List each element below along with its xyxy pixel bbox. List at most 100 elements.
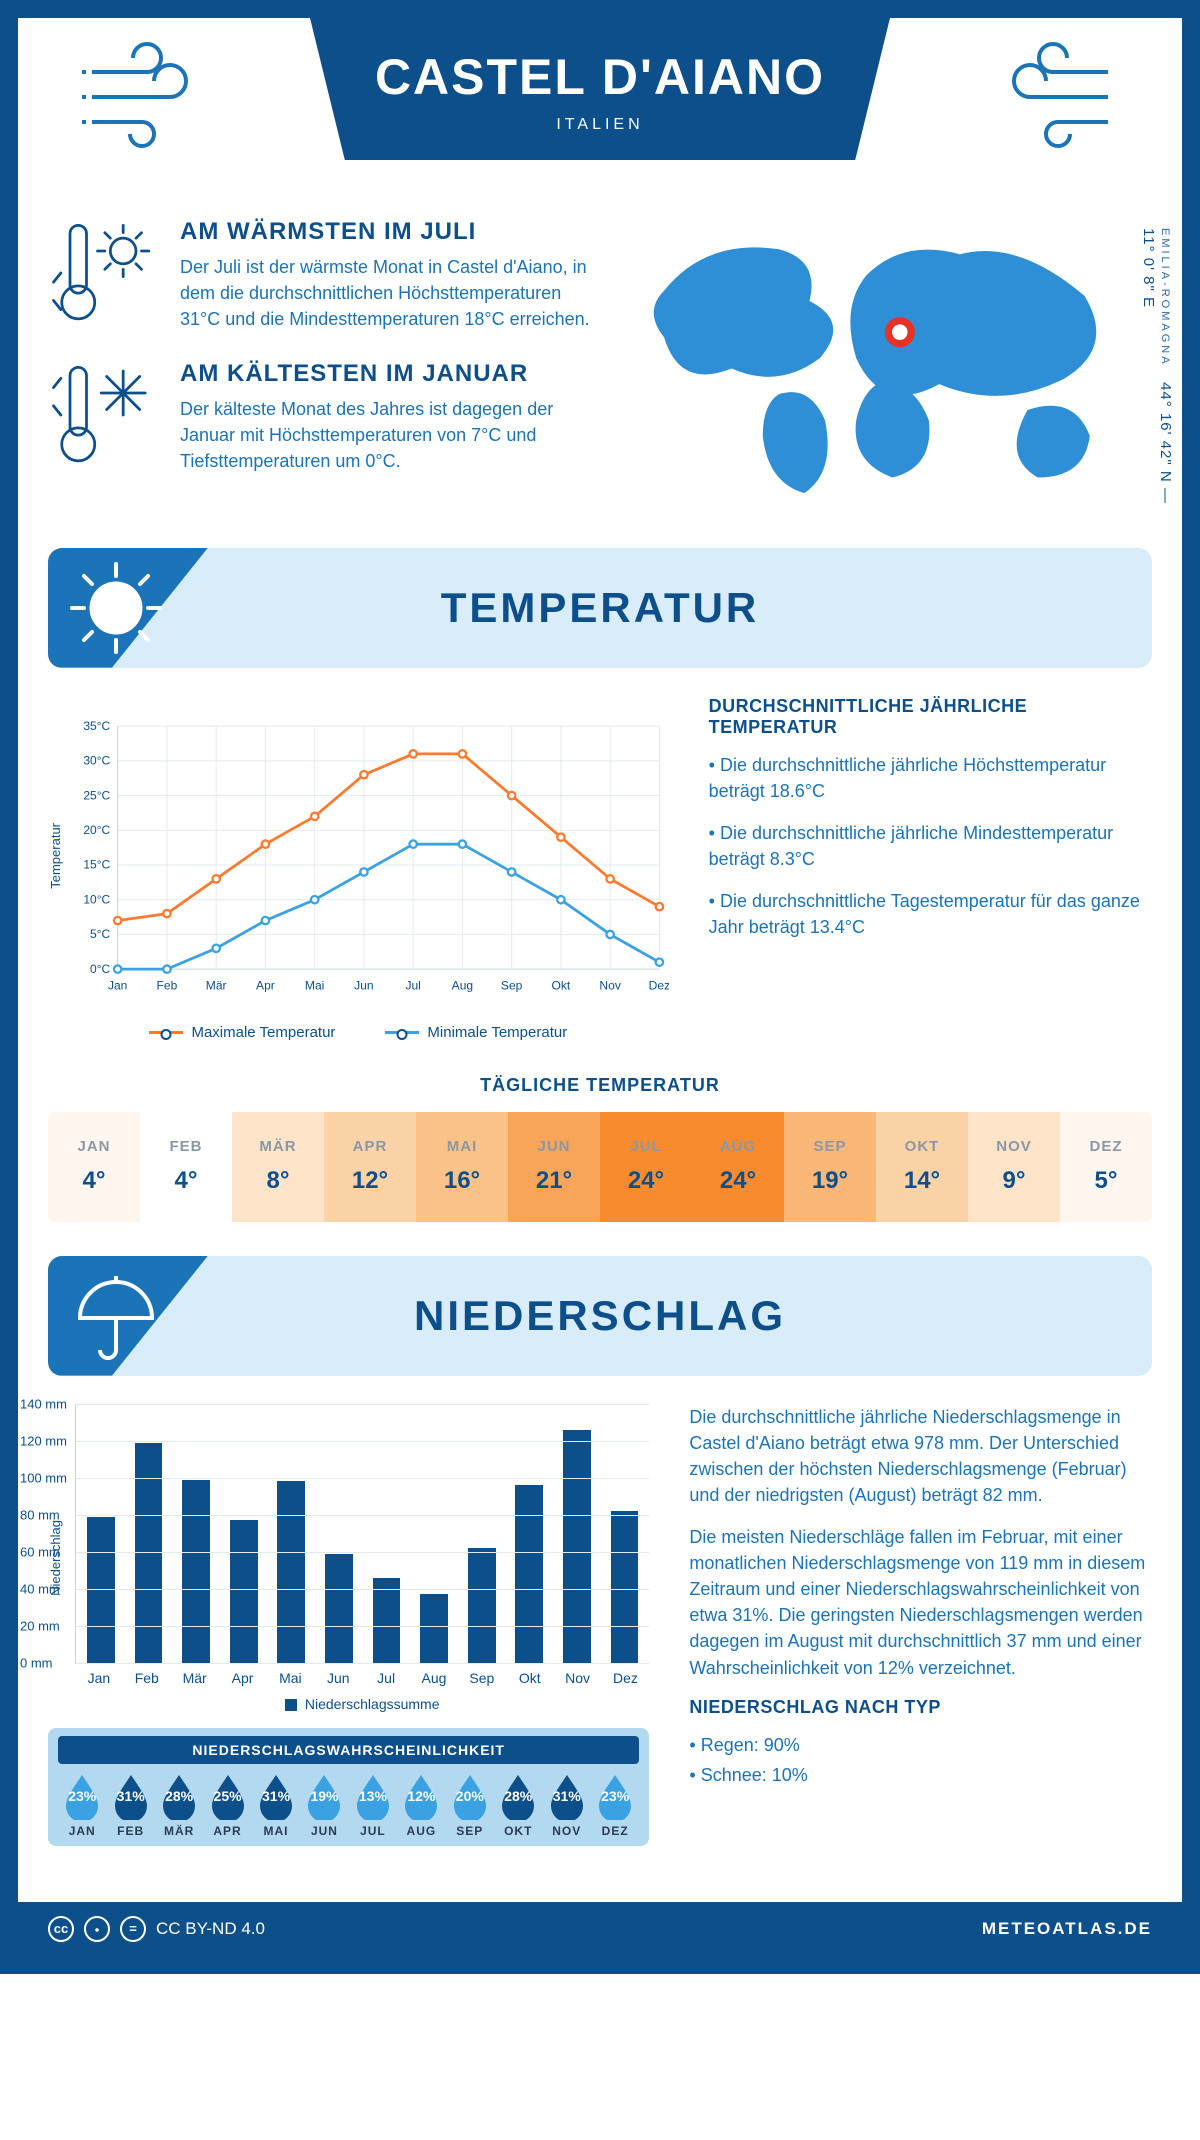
sun-icon: [66, 558, 166, 658]
cc-icon: cc: [48, 1916, 74, 1942]
prob-drop: 19%JUN: [300, 1772, 348, 1838]
fact-warm-text: Der Juli ist der wärmste Monat in Castel…: [180, 254, 593, 332]
thermometer-snow-icon: [48, 360, 158, 470]
daily-cell: NOV9°: [968, 1112, 1060, 1222]
coordinates: EMILIA-ROMAGNA 44° 16' 42" N — 11° 0' 8"…: [1140, 228, 1174, 514]
precip-xaxis: JanFebMärAprMaiJunJulAugSepOktNovDez: [75, 1670, 649, 1686]
probability-bar: NIEDERSCHLAGSWAHRSCHEINLICHKEIT 23%JAN31…: [48, 1728, 649, 1846]
fact-cold-title: AM KÄLTESTEN IM JANUAR: [180, 360, 593, 388]
daily-cell: JUN21°: [508, 1112, 600, 1222]
temp-legend: Maximale Temperatur Minimale Temperatur: [48, 1024, 669, 1041]
svg-text:5°C: 5°C: [90, 927, 111, 941]
precip-bar: [325, 1554, 353, 1663]
intro: AM WÄRMSTEN IM JULI Der Juli ist der wär…: [48, 208, 1152, 514]
precip-bar: [563, 1430, 591, 1663]
svg-text:0°C: 0°C: [90, 962, 111, 976]
svg-text:Feb: Feb: [157, 978, 178, 992]
precip-type: • Regen: 90%: [689, 1732, 1152, 1758]
precip-bar: [277, 1481, 305, 1662]
prob-drop: 13%JUL: [349, 1772, 397, 1838]
probability-title: NIEDERSCHLAGSWAHRSCHEINLICHKEIT: [58, 1736, 639, 1764]
prob-drop: 28%MÄR: [155, 1772, 203, 1838]
daily-cell: AUG24°: [692, 1112, 784, 1222]
daily-cell: DEZ5°: [1060, 1112, 1152, 1222]
header: CASTEL D'AIANO ITALIEN: [48, 18, 1152, 208]
prob-drop: 31%NOV: [542, 1772, 590, 1838]
daily-cell: JAN4°: [48, 1112, 140, 1222]
svg-text:Nov: Nov: [599, 978, 620, 992]
daily-cell: APR12°: [324, 1112, 416, 1222]
section-precipitation: NIEDERSCHLAG: [48, 1256, 1152, 1376]
svg-text:15°C: 15°C: [83, 857, 110, 871]
precip-paragraph: Die durchschnittliche jährliche Niedersc…: [689, 1404, 1152, 1508]
precip-bar: [373, 1578, 401, 1663]
wind-icon: [998, 42, 1118, 152]
precipitation-bar-chart: 0 mm20 mm40 mm60 mm80 mm100 mm120 mm140 …: [75, 1404, 649, 1664]
daily-cell: SEP19°: [784, 1112, 876, 1222]
daily-cell: MÄR8°: [232, 1112, 324, 1222]
thermometer-sun-icon: [48, 218, 158, 328]
world-map: [633, 218, 1152, 514]
svg-text:Okt: Okt: [552, 978, 571, 992]
prob-drop: 12%AUG: [397, 1772, 445, 1838]
by-icon: 🞄: [84, 1916, 110, 1942]
section-title: TEMPERATUR: [441, 584, 760, 632]
temperature-line-chart: 0°C 5°C 10°C 15°C 20°C 25°C 30°C 35°C Jan Feb Mär A…: [75, 696, 669, 1016]
svg-text:20°C: 20°C: [83, 823, 110, 837]
page-title: CASTEL D'AIANO: [330, 48, 870, 106]
daily-title: TÄGLICHE TEMPERATUR: [48, 1075, 1152, 1096]
prob-drop: 28%OKT: [494, 1772, 542, 1838]
precip-bar: [611, 1511, 639, 1663]
precip-paragraph: Die meisten Niederschläge fallen im Febr…: [689, 1524, 1152, 1681]
precip-bar: [182, 1480, 210, 1663]
title-banner: CASTEL D'AIANO ITALIEN: [310, 18, 890, 160]
svg-text:25°C: 25°C: [83, 788, 110, 802]
daily-cell: JUL24°: [600, 1112, 692, 1222]
section-title: NIEDERSCHLAG: [414, 1292, 786, 1340]
precip-bar: [420, 1594, 448, 1662]
fact-cold-text: Der kälteste Monat des Jahres ist dagege…: [180, 396, 593, 474]
temp-text-heading: DURCHSCHNITTLICHE JÄHRLICHE TEMPERATUR: [709, 696, 1152, 738]
section-temperature: TEMPERATUR: [48, 548, 1152, 668]
svg-text:35°C: 35°C: [83, 719, 110, 733]
temp-ylabel: Temperatur: [48, 823, 63, 889]
svg-text:10°C: 10°C: [83, 892, 110, 906]
prob-drop: 23%DEZ: [591, 1772, 639, 1838]
prob-drop: 25%APR: [203, 1772, 251, 1838]
fact-warm: AM WÄRMSTEN IM JULI Der Juli ist der wär…: [48, 218, 593, 332]
svg-text:30°C: 30°C: [83, 753, 110, 767]
svg-text:Aug: Aug: [452, 978, 473, 992]
svg-text:Mai: Mai: [305, 978, 324, 992]
svg-text:Sep: Sep: [501, 978, 523, 992]
fact-warm-title: AM WÄRMSTEN IM JULI: [180, 218, 593, 246]
prob-drop: 31%MAI: [252, 1772, 300, 1838]
wind-icon: [82, 42, 202, 152]
nd-icon: =: [120, 1916, 146, 1942]
svg-text:Apr: Apr: [256, 978, 275, 992]
daily-cell: OKT14°: [876, 1112, 968, 1222]
daily-cell: MAI16°: [416, 1112, 508, 1222]
page-subtitle: ITALIEN: [330, 116, 870, 134]
precip-type-heading: NIEDERSCHLAG NACH TYP: [689, 1697, 1152, 1718]
daily-temperature-strip: JAN4°FEB4°MÄR8°APR12°MAI16°JUN21°JUL24°A…: [48, 1112, 1152, 1222]
prob-drop: 20%SEP: [446, 1772, 494, 1838]
svg-text:Jul: Jul: [405, 978, 420, 992]
footer: cc 🞄 = CC BY-ND 4.0 METEOATLAS.DE: [18, 1902, 1182, 1956]
prob-drop: 23%JAN: [58, 1772, 106, 1838]
svg-text:Dez: Dez: [649, 978, 669, 992]
svg-text:Jun: Jun: [354, 978, 373, 992]
daily-cell: FEB4°: [140, 1112, 232, 1222]
umbrella-icon: [66, 1266, 166, 1366]
precip-type: • Schnee: 10%: [689, 1762, 1152, 1788]
temp-bullet: • Die durchschnittliche jährliche Mindes…: [709, 820, 1152, 872]
precip-bar: [515, 1485, 543, 1663]
precip-bar: [230, 1520, 258, 1662]
svg-text:Jan: Jan: [108, 978, 127, 992]
temp-bullet: • Die durchschnittliche jährliche Höchst…: [709, 752, 1152, 804]
prob-drop: 31%FEB: [106, 1772, 154, 1838]
brand: METEOATLAS.DE: [982, 1919, 1152, 1939]
fact-cold: AM KÄLTESTEN IM JANUAR Der kälteste Mona…: [48, 360, 593, 474]
precip-legend: Niederschlagssumme: [75, 1696, 649, 1712]
license: cc 🞄 = CC BY-ND 4.0: [48, 1916, 265, 1942]
svg-text:Mär: Mär: [206, 978, 227, 992]
